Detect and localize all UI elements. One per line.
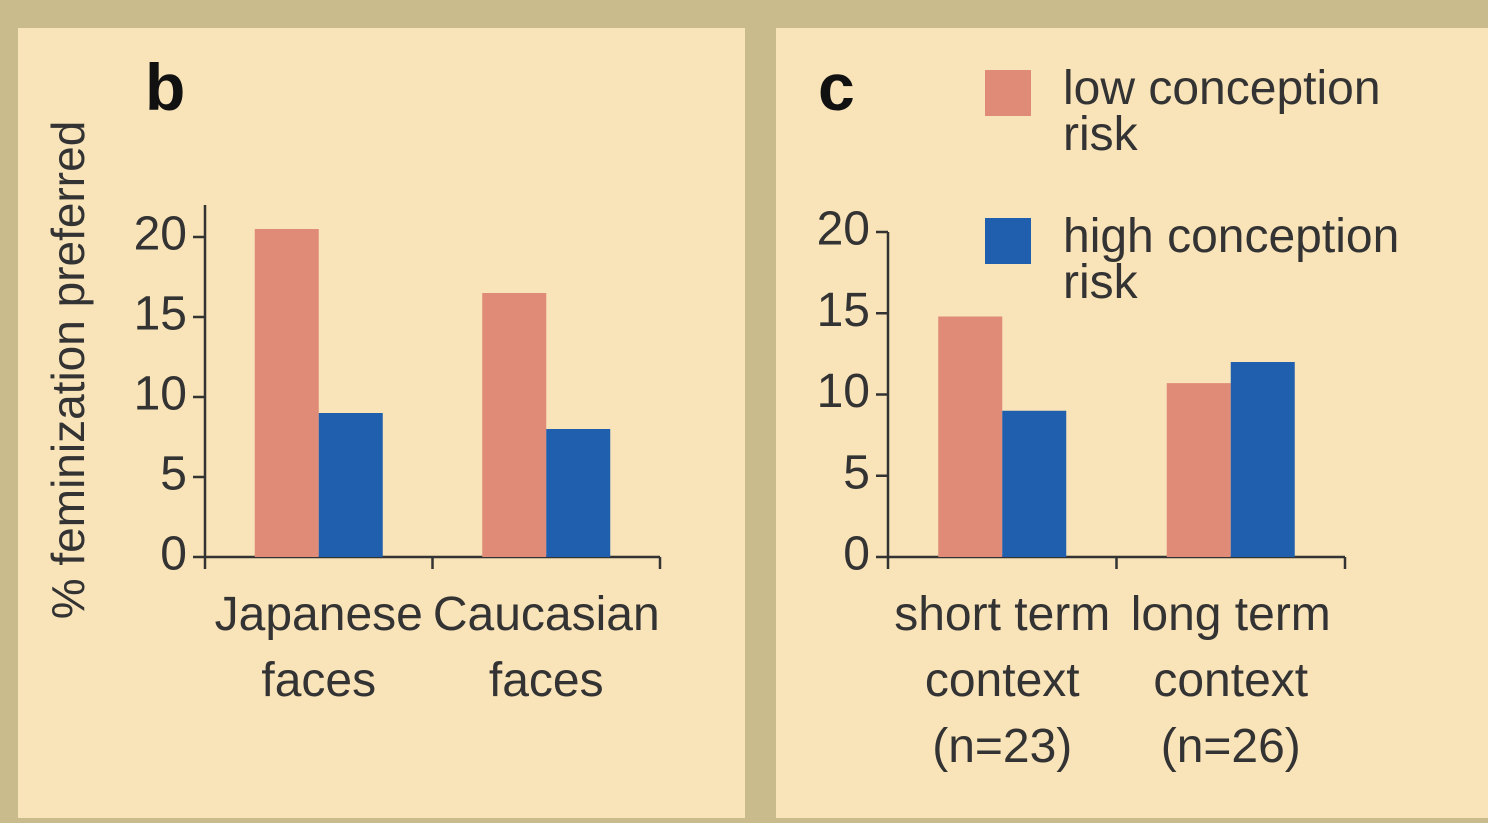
bar xyxy=(1166,383,1231,557)
y-tick-label: 10 xyxy=(134,368,187,421)
y-tick-label: 5 xyxy=(160,448,187,501)
panel-label: b xyxy=(145,50,185,124)
bar xyxy=(546,429,611,557)
y-tick-label: 20 xyxy=(134,208,187,261)
x-tick-label: long term context (n=26) xyxy=(1130,588,1331,773)
bar xyxy=(1230,362,1295,557)
x-tick-label: Caucasian faces xyxy=(432,588,660,707)
bar xyxy=(1002,410,1067,557)
x-tick-label: short term context (n=23) xyxy=(894,588,1111,773)
y-tick-label: 0 xyxy=(160,528,187,581)
y-axis-label: % feminization preferred xyxy=(42,121,94,620)
bar xyxy=(482,293,547,557)
legend-swatch xyxy=(985,70,1031,116)
y-tick-label: 20 xyxy=(817,203,870,256)
bar xyxy=(254,229,319,557)
legend-label: low conception risk xyxy=(1063,62,1381,161)
y-tick-label: 10 xyxy=(817,365,870,418)
legend-label: high conception risk xyxy=(1063,210,1400,309)
y-tick-label: 15 xyxy=(134,288,187,341)
panel-label: c xyxy=(818,50,855,124)
y-tick-label: 0 xyxy=(843,528,870,581)
panel-c xyxy=(776,28,1488,818)
legend-swatch xyxy=(985,218,1031,264)
bar xyxy=(318,413,383,557)
y-tick-label: 15 xyxy=(817,284,870,337)
y-tick-label: 5 xyxy=(843,446,870,499)
bar xyxy=(938,316,1003,557)
x-tick-label: Japanese faces xyxy=(214,588,423,707)
